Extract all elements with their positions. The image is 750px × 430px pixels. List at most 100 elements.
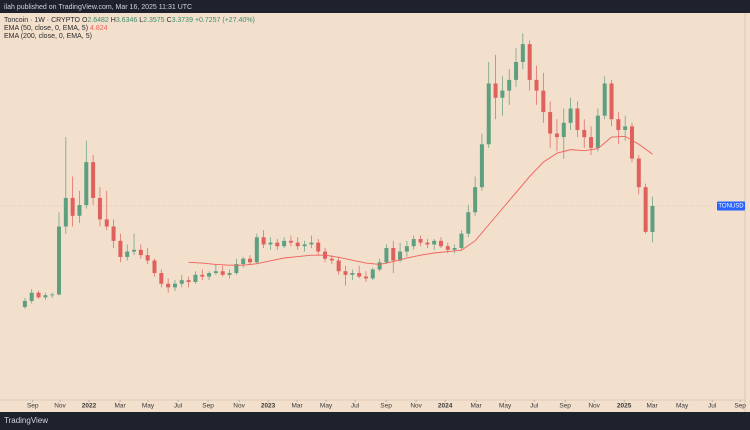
candle-body [541,90,546,113]
candle-body [193,274,198,282]
candle-body [275,242,280,247]
candle-body [589,137,594,148]
candle-body [507,79,512,91]
x-tick-label: Jul [530,403,539,410]
candle-body [220,271,225,275]
candle-body [172,283,177,288]
candle-body [145,255,150,261]
candle-body [350,273,355,275]
candle-body [316,242,321,252]
candle-body [302,244,307,247]
ohlc-key: L [139,17,143,24]
candle-body [254,237,259,263]
ohlc-key: H [111,17,116,24]
candle-body [213,271,218,274]
brand: TradingView [4,416,48,425]
candle-body [63,197,68,227]
candle-body [125,251,130,257]
candle-body [357,273,362,277]
candle-body [22,300,27,308]
candle-body [493,83,498,98]
candle-body [309,242,314,245]
candle-body [207,273,212,277]
x-tick-label: Nov [588,403,600,410]
candle-body [568,108,573,123]
change: +0.7257 (+27.40%) [195,17,255,24]
candle-body [329,258,334,261]
x-tick-label: Mar [114,403,126,410]
candle-body [452,247,457,250]
candle-body [534,79,539,91]
candle-body [548,112,553,134]
x-tick-label: May [320,403,333,410]
candle-body [179,280,184,284]
x-tick-label: Mar [647,403,659,410]
candle-body [43,295,48,298]
candle-body [50,294,55,296]
candle-body [609,83,614,120]
candle-body [57,226,62,295]
top-bar [0,0,750,13]
candle-body [363,276,368,279]
ohlc-value: 3.6346 [116,17,138,24]
x-tick-label: Sep [734,403,746,410]
candle-body [486,83,491,145]
bottom-bar [0,412,750,430]
candle-body [616,119,621,130]
candle-body [445,246,450,250]
candle-body [152,260,157,274]
candle-body [602,83,607,116]
symbol: Toncoin · 1W · CRYPTO [4,17,81,24]
candle-body [520,44,525,63]
x-tick-label: 2022 [82,403,97,410]
candle-body [268,242,273,245]
candle-body [166,283,171,288]
candle-body [418,239,423,243]
candle-body [623,126,628,130]
ema-line [188,135,653,266]
candle-body [438,240,443,247]
candle-body [636,158,641,188]
legend-header: Toncoin · 1W · CRYPTO O2.6482 H3.6346 L2… [4,17,255,24]
candle-body [370,269,375,279]
ohlc-value: 2.6482 [87,17,109,24]
candle-body [473,187,478,213]
candle-body [234,264,239,274]
candle-body [241,258,246,265]
candle-body [261,237,266,245]
candle-body [527,44,532,80]
candle-body [248,258,252,263]
candle-body [595,115,600,148]
candle-body [77,205,82,216]
candle-body [186,280,191,282]
x-tick-label: Jul [174,403,183,410]
candle-body [479,144,484,188]
candle-body [643,187,648,232]
candle-body [282,240,287,247]
indicator-name: EMA (200, close, 0, EMA, 5) [4,33,92,40]
candle-body [36,292,41,298]
candle-body [404,246,409,252]
candle-body [391,247,396,261]
candle-body [343,271,348,275]
candle-body [227,273,232,275]
candle-body [411,239,416,247]
candle-body [582,129,587,138]
candle-body [398,251,403,261]
x-tick-label: Sep [202,403,214,410]
ohlc-value: 2.3575 [143,17,165,24]
candle-body [200,274,205,277]
x-tick-label: Sep [27,403,39,410]
candle-body [575,108,580,130]
candle-body [377,262,382,270]
ohlc-key: C [167,17,172,24]
x-tick-label: 2024 [438,403,453,410]
candle-body [500,90,505,98]
candle-body [29,292,34,301]
x-tick-label: Sep [559,403,571,410]
x-tick-label: Sep [380,403,392,410]
candle-body [384,247,389,263]
price-label-box [717,201,745,211]
